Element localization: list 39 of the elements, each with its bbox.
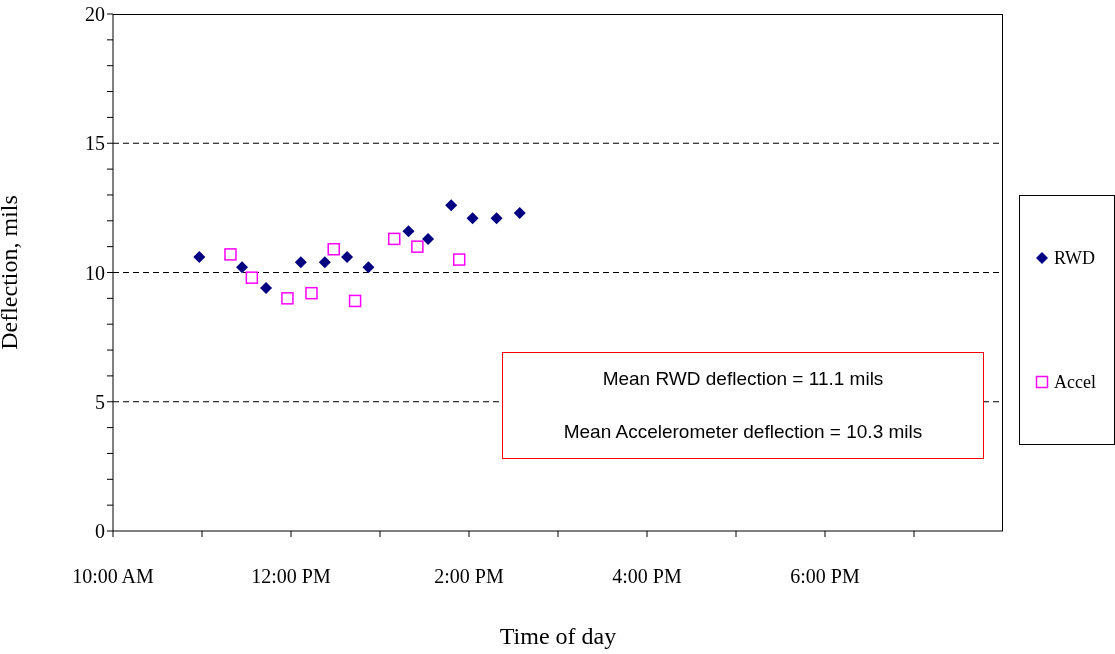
- annotation: Mean Accelerometer deflection = 10.3 mils: [563, 420, 923, 443]
- point: [348, 294, 362, 308]
- y-tick-label: 20: [85, 3, 105, 25]
- y-tick-label: 10: [85, 261, 105, 284]
- x-tick-label: 10:00 AM: [72, 565, 155, 588]
- point: [327, 242, 340, 256]
- legend-label: RWD: [1054, 247, 1096, 269]
- note-box: Mean RWD deflection = 11.1 mils Mean Accelerometer deflection = 10.3 mils: [502, 352, 984, 459]
- x-tick-label: 6:00 PM: [790, 565, 860, 588]
- point: [193, 250, 206, 263]
- point: [236, 261, 249, 274]
- point: [224, 248, 237, 261]
- point: [245, 271, 259, 284]
- legend-label: Accel: [1054, 371, 1096, 393]
- point: [341, 250, 354, 263]
- point: [452, 253, 466, 266]
- x-tick-label: 4:00 PM: [612, 565, 682, 588]
- y-tick-label: 0: [95, 520, 105, 542]
- point: [305, 286, 318, 300]
- point: [445, 199, 458, 212]
- x-axis-title: Time of day: [499, 623, 617, 649]
- point: [513, 207, 526, 220]
- annotation: Mean RWD deflection = 11.1 mils: [602, 368, 884, 391]
- point: [411, 240, 424, 253]
- point: [402, 225, 415, 238]
- point: [318, 256, 331, 269]
- x-tick-label: 12:00 PM: [251, 565, 331, 588]
- point: [281, 292, 294, 305]
- y-tick-label: 5: [95, 390, 105, 413]
- point: [387, 232, 401, 246]
- y-tick-label: 15: [85, 132, 105, 155]
- point: [466, 212, 479, 225]
- x-tick-label: 2:00 PM: [434, 565, 504, 588]
- point: [260, 282, 273, 295]
- point: [422, 232, 435, 245]
- point: [490, 212, 503, 225]
- point: [294, 256, 307, 269]
- y-axis-title: Deflection, mils: [0, 195, 22, 350]
- point: [362, 261, 375, 274]
